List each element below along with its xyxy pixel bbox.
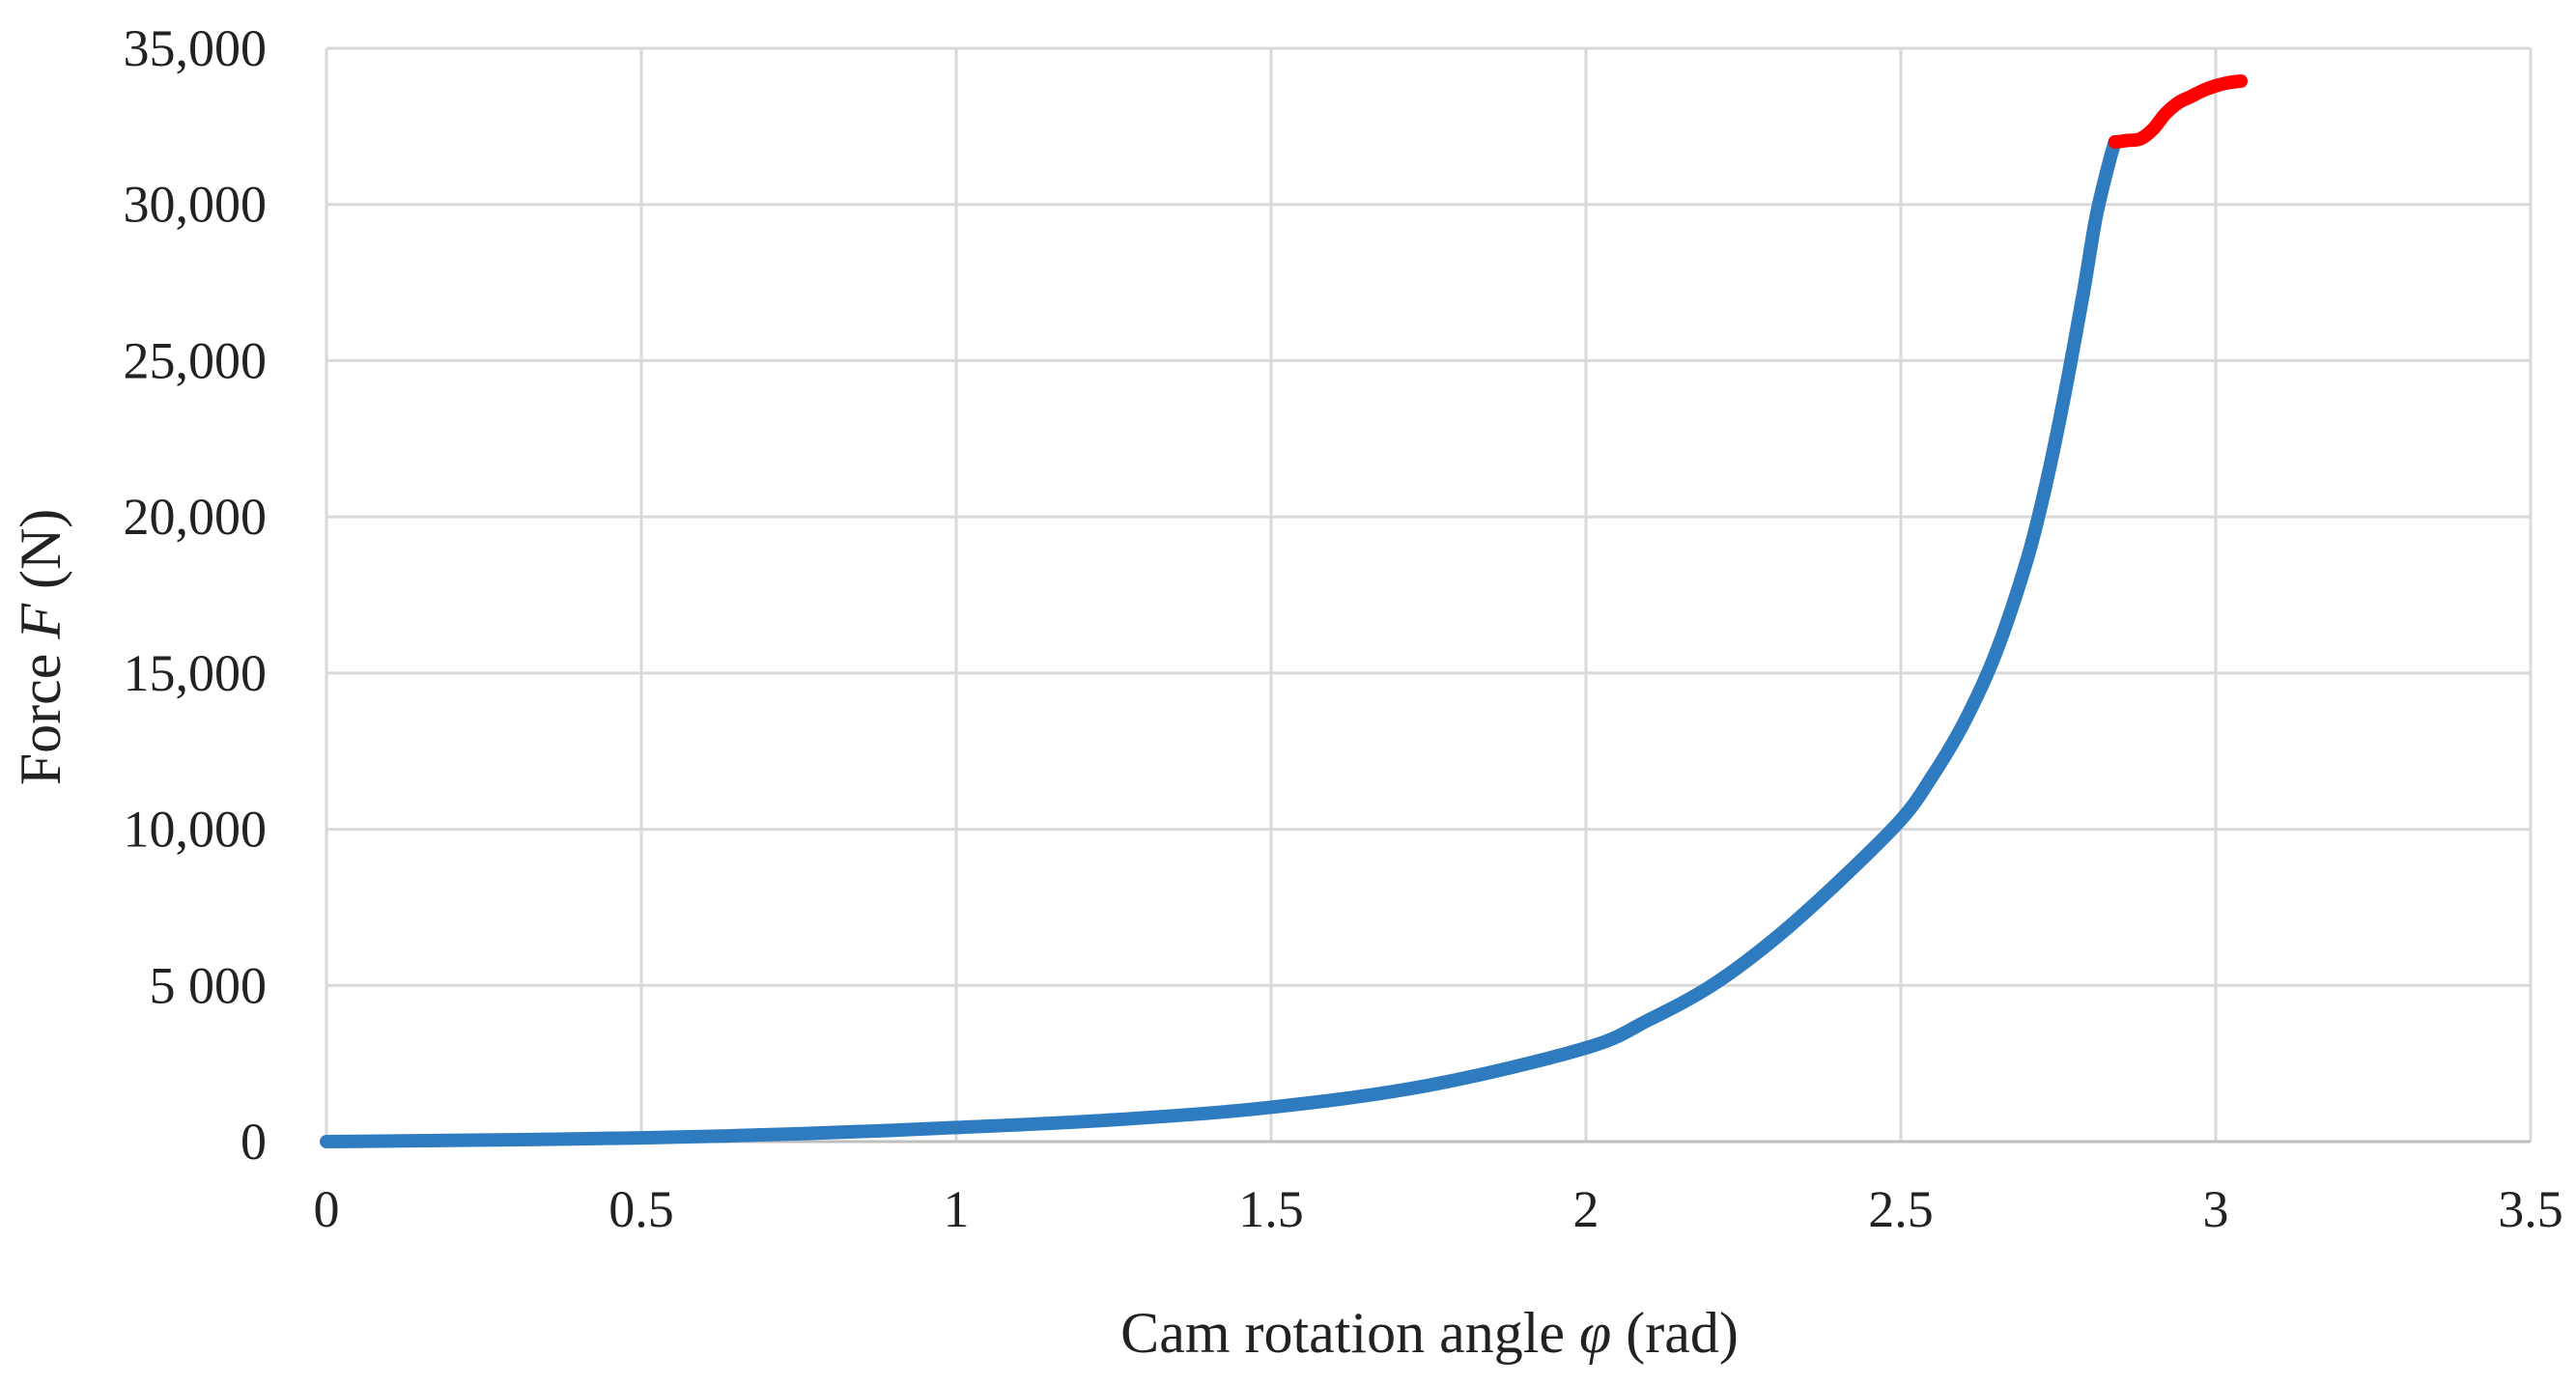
y-axis-title-symbol: F: [9, 603, 72, 640]
tick-labels: 0 0.5 1 1.5 2 2.5 3 3.5 0 5 000 10,000 15,000 20,000…: [124, 19, 2563, 1238]
x-tick-label: 2: [1573, 1180, 1599, 1238]
x-tick-label: 0.5: [609, 1180, 674, 1238]
series-line-2: [2108, 74, 2249, 149]
x-tick-label: 3: [2203, 1180, 2229, 1238]
x-tick-label: 2.5: [1868, 1180, 1934, 1238]
x-tick-label: 0: [314, 1180, 340, 1238]
series-line-1: [320, 135, 2122, 1148]
x-tick-label: 1: [944, 1180, 970, 1238]
y-axis-title-prefix: Force: [9, 639, 72, 786]
y-axis-title: Force F (N): [9, 509, 72, 786]
series-lines: [320, 74, 2249, 1148]
x-tick-label: 1.5: [1238, 1180, 1304, 1238]
y-tick-label: 25,000: [124, 331, 268, 389]
y-tick-label: 15,000: [124, 644, 268, 702]
x-axis-title-prefix: Cam rotation angle: [1120, 1301, 1579, 1365]
y-tick-label: 0: [241, 1113, 267, 1171]
grid: [325, 46, 2533, 1144]
y-tick-label: 5 000: [150, 956, 268, 1014]
y-axis-title-suffix: (N): [9, 509, 72, 604]
y-tick-label: 35,000: [124, 19, 268, 77]
y-tick-label: 30,000: [124, 176, 268, 234]
x-tick-label: 3.5: [2498, 1180, 2563, 1238]
x-axis-title-suffix: (rad): [1611, 1301, 1739, 1365]
x-axis-title: Cam rotation angle φ (rad): [1120, 1301, 1739, 1365]
y-tick-label: 20,000: [124, 488, 268, 546]
y-tick-label: 10,000: [124, 801, 268, 859]
x-axis-title-symbol: φ: [1579, 1301, 1611, 1365]
